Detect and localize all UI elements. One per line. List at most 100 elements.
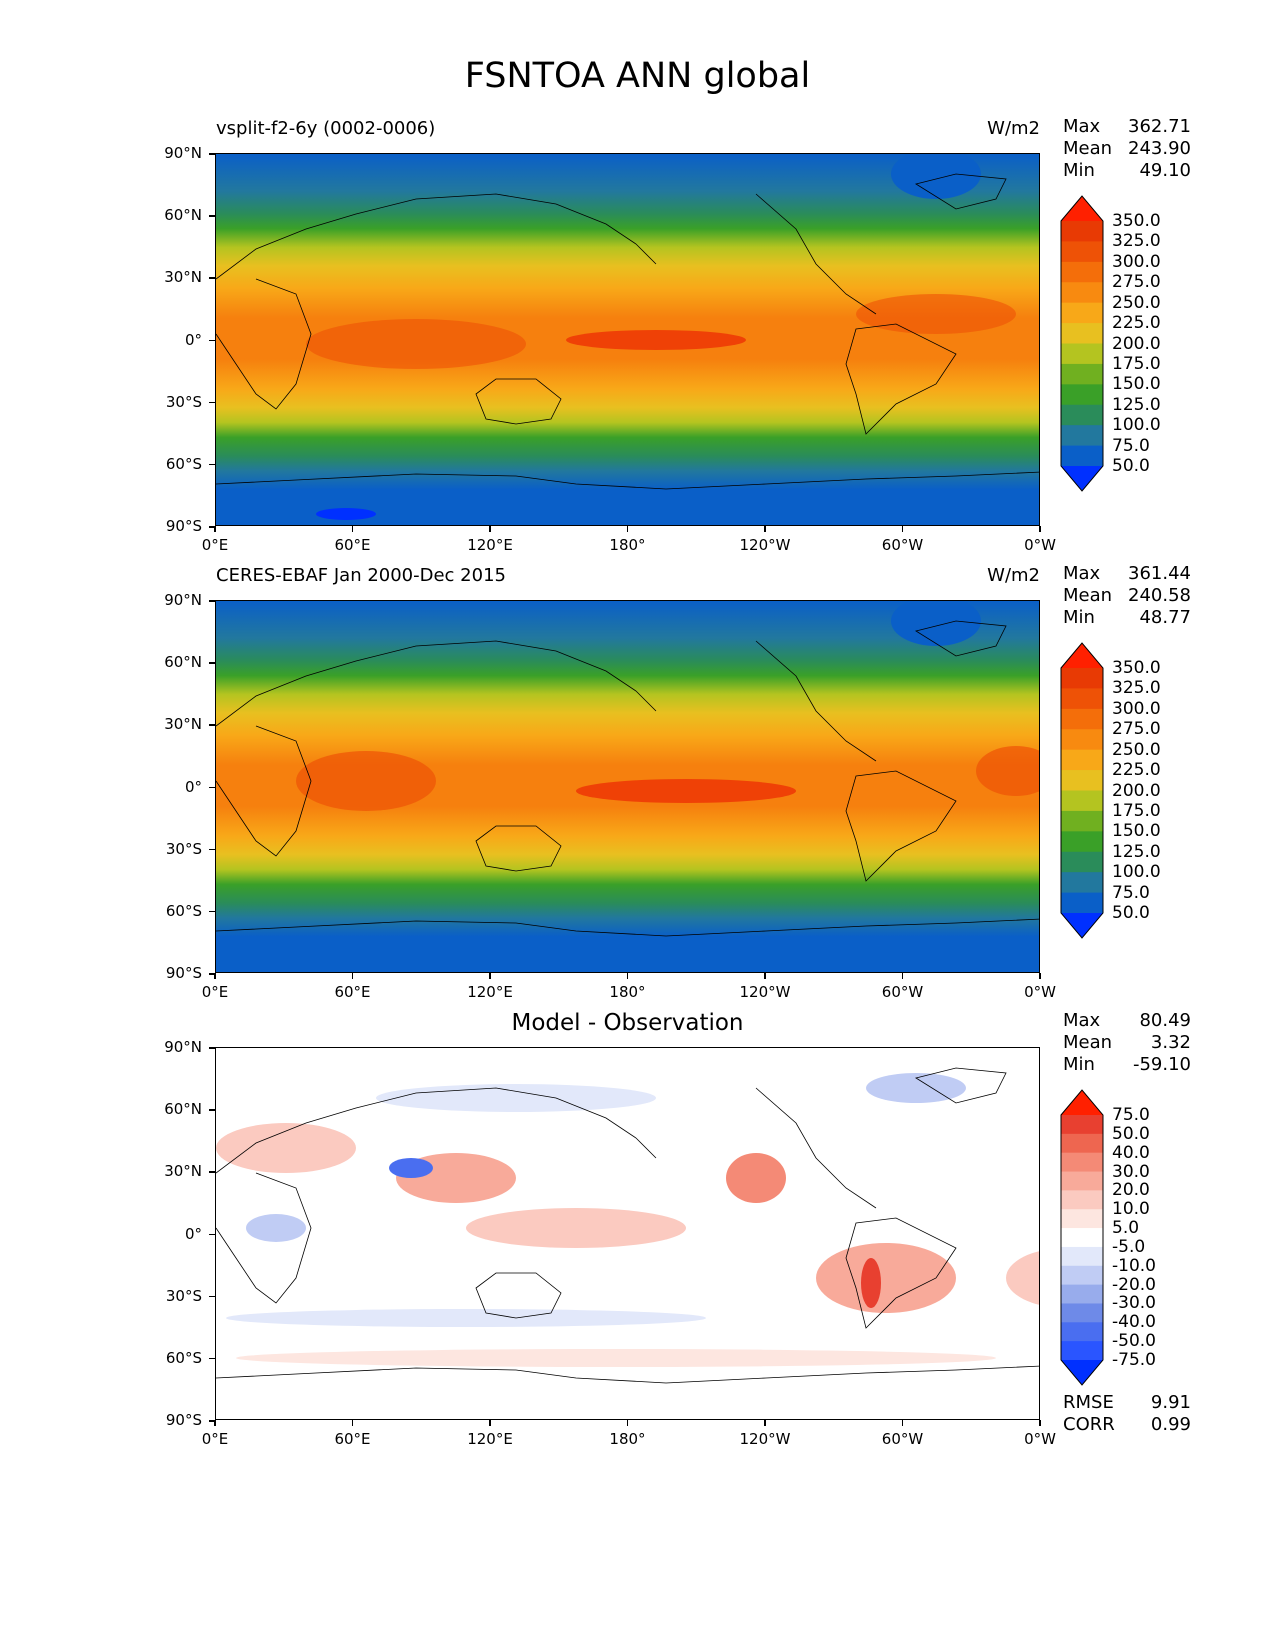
stat-row: Min -59.10 [1063, 1054, 1191, 1076]
colorbar-tick-label: -50.0 [1112, 1331, 1156, 1352]
figure-title: FSNTOA ANN global [464, 56, 811, 96]
y-tick-mark [209, 1420, 215, 1422]
colorbar-tick-label: 200.0 [1112, 333, 1161, 354]
y-tick-label: 90°N [164, 591, 202, 609]
colorbar-segment [1061, 1133, 1103, 1154]
x-tick-mark [351, 973, 354, 979]
colorbar-segment [1061, 1152, 1103, 1173]
stat-value: -59.10 [1132, 1054, 1191, 1075]
y-tick-mark [209, 153, 215, 155]
x-tick-label: 60°E [334, 1430, 371, 1448]
colorbar-tick-label: 150.0 [1112, 821, 1161, 842]
x-tick-label: 180° [609, 1430, 646, 1448]
colorbar-segment [1061, 1341, 1103, 1361]
x-tick-mark [1039, 973, 1041, 979]
stat-label: Max [1063, 1010, 1101, 1031]
x-tick-mark [764, 973, 766, 979]
stats-box: Max 80.49 Mean 3.32 Min -59.10 [1063, 1010, 1191, 1076]
colorbar-segment [1061, 1303, 1103, 1323]
y-tick-mark [209, 401, 215, 404]
field-map [216, 154, 1039, 525]
colorbar-tick-label: 275.0 [1112, 272, 1161, 293]
colorbar-tick-label: 40.0 [1112, 1142, 1150, 1163]
x-tick-label: 180° [609, 536, 646, 554]
map-plot-area [215, 153, 1040, 526]
stat-label: RMSE [1063, 1392, 1114, 1413]
stat-value: 3.32 [1150, 1032, 1191, 1053]
colorbar-tick-label: -5.0 [1112, 1236, 1146, 1257]
colorbar-tick-label: -20.0 [1112, 1274, 1156, 1295]
colorbar-extend-min [1061, 913, 1103, 938]
stat-value: 361.44 [1128, 563, 1191, 584]
stat-value: 0.99 [1150, 1414, 1191, 1435]
colorbar-segment [1061, 221, 1103, 242]
colorbar-segment [1061, 892, 1103, 914]
stat-label: Mean [1063, 1032, 1113, 1053]
colorbar-extend-min [1061, 1360, 1103, 1385]
x-tick-label: 60°W [881, 536, 924, 554]
colorbar-segment [1061, 668, 1103, 689]
y-tick-label: 90°S [165, 1411, 202, 1429]
stat-label: Min [1063, 1054, 1095, 1075]
panel-title-left: vsplit-f2-6y (0002-0006) [216, 118, 436, 139]
colorbar-tick-label: 50.0 [1112, 1123, 1150, 1144]
x-tick-mark [214, 526, 216, 532]
colorbar-segment [1061, 790, 1103, 812]
x-tick-mark [901, 973, 904, 979]
y-tick-label: 0° [184, 777, 202, 796]
colorbar-outline [1060, 642, 1104, 939]
y-tick-mark [209, 277, 215, 279]
colorbar-segment [1061, 1265, 1103, 1286]
colorbar [1060, 642, 1104, 939]
y-tick-mark [209, 600, 215, 602]
panel-title-left: CERES-EBAF Jan 2000-Dec 2015 [216, 565, 506, 586]
x-tick-label: 0°W [1024, 983, 1056, 1001]
coastlines [216, 173, 1039, 490]
x-tick-mark [214, 973, 216, 979]
field-map [216, 1048, 1039, 1419]
colorbar-segment [1061, 1115, 1103, 1135]
colorbar-segment [1061, 749, 1103, 771]
coastlines [216, 620, 1039, 937]
y-tick-label: 90°S [165, 964, 202, 982]
colorbar-tick-label: 50.0 [1112, 903, 1150, 923]
colorbar [1060, 195, 1104, 492]
colorbar-segment [1061, 261, 1103, 283]
stat-value: 49.10 [1139, 160, 1191, 181]
coastlines [216, 1067, 1039, 1384]
colorbar-tick-label: 300.0 [1112, 698, 1161, 719]
y-tick-label: 30°S [165, 1286, 202, 1305]
colorbar-tick-label: 100.0 [1112, 415, 1161, 436]
colorbar-segment [1061, 770, 1103, 791]
colorbar-tick-label: 200.0 [1112, 780, 1161, 801]
y-tick-mark [209, 848, 215, 851]
y-tick-label: 30°N [164, 1162, 202, 1181]
colorbar-tick-label: 10.0 [1112, 1199, 1150, 1220]
colorbar-segment [1061, 810, 1103, 832]
y-tick-mark [209, 463, 215, 466]
colorbar-tick-label: -40.0 [1112, 1312, 1156, 1333]
y-tick-mark [209, 786, 215, 788]
y-tick-label: 30°N [164, 268, 202, 287]
x-tick-label: 0°E [201, 983, 229, 1001]
y-tick-label: 0° [184, 1224, 202, 1243]
error-stats-box: RMSE 9.91 CORR 0.99 [1063, 1392, 1191, 1436]
x-tick-label: 120°E [467, 1430, 513, 1448]
y-tick-mark [209, 1171, 215, 1173]
x-tick-label: 0°E [201, 1430, 229, 1448]
colorbar-segment [1061, 363, 1103, 385]
y-tick-mark [209, 662, 215, 664]
stat-label: Min [1063, 607, 1095, 628]
colorbar-segment [1061, 1190, 1103, 1210]
colorbar-tick-label: 30.0 [1112, 1161, 1150, 1182]
y-tick-mark [209, 973, 215, 975]
colorbar-tick-label: 275.0 [1112, 719, 1161, 740]
colorbar-segment [1061, 425, 1103, 447]
colorbar-segment [1061, 1322, 1103, 1342]
x-tick-label: 0°E [201, 536, 229, 554]
colorbar-extend-max [1061, 1090, 1103, 1115]
y-tick-label: 60°N [164, 653, 202, 672]
colorbar-extend-max [1061, 643, 1103, 668]
colorbar-tick-label: 250.0 [1112, 292, 1161, 313]
stat-value: 362.71 [1128, 116, 1191, 137]
